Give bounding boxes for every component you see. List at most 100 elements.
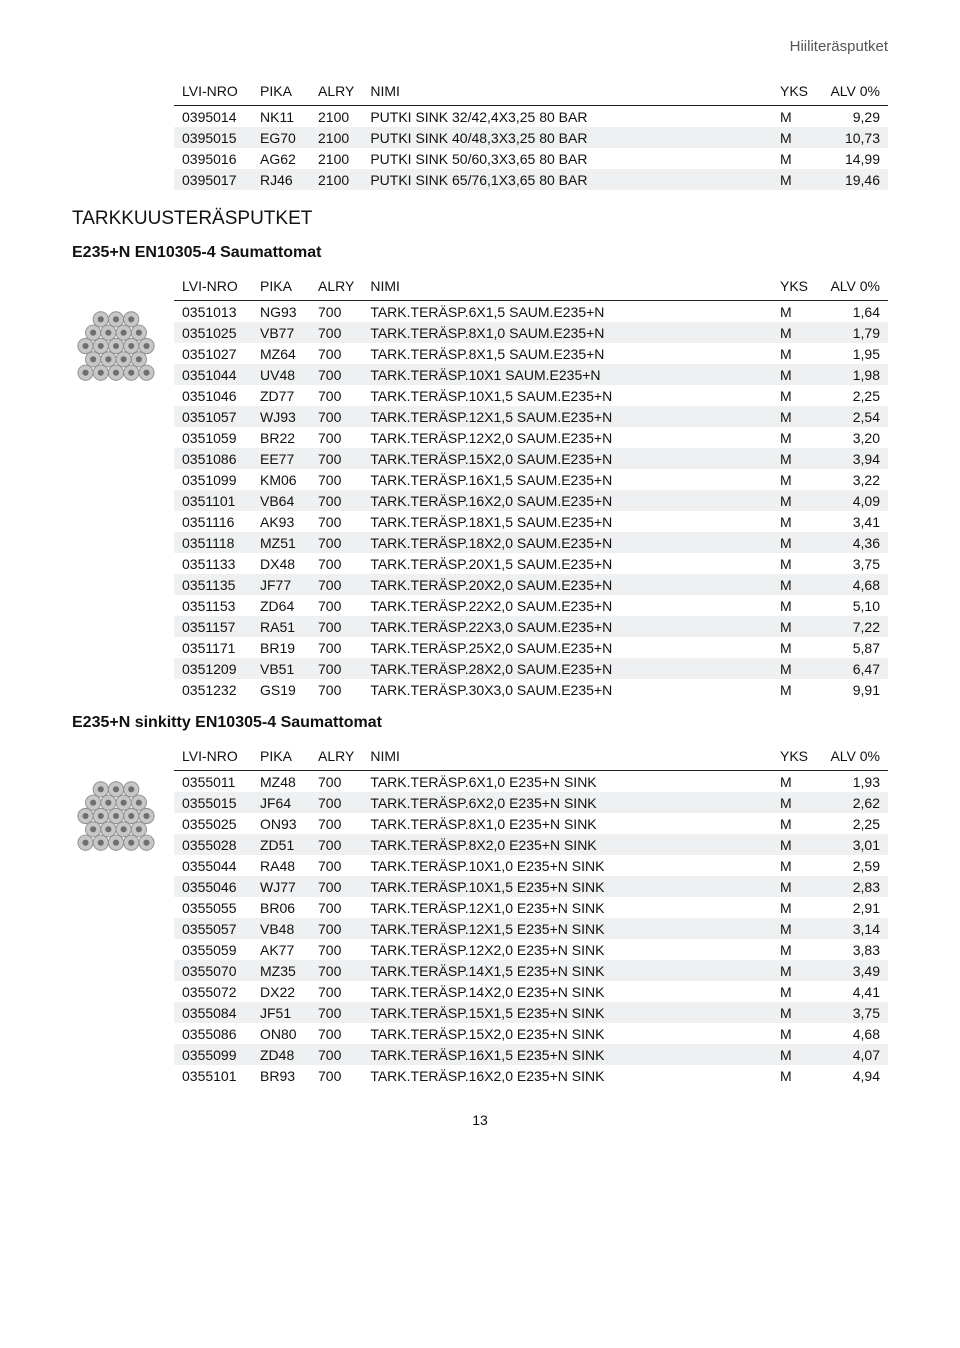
cell-alry: 700 <box>310 301 362 323</box>
cell-nimi: TARK.TERÄSP.6X1,0 E235+N SINK <box>362 771 772 793</box>
cell-lvinro: 0351025 <box>174 322 252 343</box>
cell-alry: 700 <box>310 469 362 490</box>
cell-alv: 1,93 <box>818 771 888 793</box>
cell-pika: ZD77 <box>252 385 310 406</box>
col-yks: YKS <box>772 272 818 301</box>
cell-alry: 700 <box>310 343 362 364</box>
cell-yks: M <box>772 792 818 813</box>
col-pika: PIKA <box>252 77 310 106</box>
cell-nimi: TARK.TERÄSP.6X1,5 SAUM.E235+N <box>362 301 772 323</box>
cell-alry: 700 <box>310 532 362 553</box>
cell-alry: 700 <box>310 637 362 658</box>
cell-alv: 2,54 <box>818 406 888 427</box>
col-alry: ALRY <box>310 77 362 106</box>
cell-nimi: TARK.TERÄSP.8X1,0 E235+N SINK <box>362 813 772 834</box>
cell-alry: 700 <box>310 960 362 981</box>
cell-alv: 2,25 <box>818 385 888 406</box>
cell-alv: 4,09 <box>818 490 888 511</box>
cell-alry: 700 <box>310 385 362 406</box>
cell-yks: M <box>772 532 818 553</box>
cell-yks: M <box>772 595 818 616</box>
cell-alv: 2,83 <box>818 876 888 897</box>
cell-alry: 700 <box>310 1002 362 1023</box>
cell-alv: 3,20 <box>818 427 888 448</box>
cell-nimi: TARK.TERÄSP.18X2,0 SAUM.E235+N <box>362 532 772 553</box>
table-row: 0395014 NK11 2100 PUTKI SINK 32/42,4X3,2… <box>174 106 888 128</box>
col-pika: PIKA <box>252 742 310 771</box>
cell-lvinro: 0355057 <box>174 918 252 939</box>
cell-alv: 10,73 <box>818 127 888 148</box>
cell-yks: M <box>772 469 818 490</box>
cell-alv: 1,64 <box>818 301 888 323</box>
cell-alv: 3,49 <box>818 960 888 981</box>
cell-lvinro: 0351153 <box>174 595 252 616</box>
pipes-icon <box>72 776 160 864</box>
cell-pika: AK77 <box>252 939 310 960</box>
cell-yks: M <box>772 981 818 1002</box>
cell-pika: ZD48 <box>252 1044 310 1065</box>
cell-lvinro: 0351157 <box>174 616 252 637</box>
cell-yks: M <box>772 406 818 427</box>
cell-lvinro: 0351101 <box>174 490 252 511</box>
table-row: 0351099 KM06 700 TARK.TERÄSP.16X1,5 SAUM… <box>174 469 888 490</box>
cell-alry: 700 <box>310 511 362 532</box>
col-pika: PIKA <box>252 272 310 301</box>
cell-pika: RA51 <box>252 616 310 637</box>
cell-alry: 2100 <box>310 127 362 148</box>
cell-nimi: TARK.TERÄSP.8X1,5 SAUM.E235+N <box>362 343 772 364</box>
table-row: 0351057 WJ93 700 TARK.TERÄSP.12X1,5 SAUM… <box>174 406 888 427</box>
col-alry: ALRY <box>310 742 362 771</box>
cell-alv: 14,99 <box>818 148 888 169</box>
table-row: 0355011 MZ48 700 TARK.TERÄSP.6X1,0 E235+… <box>174 771 888 793</box>
cell-yks: M <box>772 322 818 343</box>
cell-pika: VB64 <box>252 490 310 511</box>
table-row: 0351044 UV48 700 TARK.TERÄSP.10X1 SAUM.E… <box>174 364 888 385</box>
cell-yks: M <box>772 448 818 469</box>
table-row: 0355101 BR93 700 TARK.TERÄSP.16X2,0 E235… <box>174 1065 888 1086</box>
pipes-icon <box>72 306 160 394</box>
table-row: 0351025 VB77 700 TARK.TERÄSP.8X1,0 SAUM.… <box>174 322 888 343</box>
cell-yks: M <box>772 169 818 190</box>
cell-lvinro: 0351171 <box>174 637 252 658</box>
cell-pika: MZ51 <box>252 532 310 553</box>
cell-nimi: TARK.TERÄSP.12X1,0 E235+N SINK <box>362 897 772 918</box>
cell-lvinro: 0355055 <box>174 897 252 918</box>
cell-alv: 9,91 <box>818 679 888 700</box>
col-nimi: NIMI <box>362 77 772 106</box>
cell-yks: M <box>772 1002 818 1023</box>
cell-yks: M <box>772 876 818 897</box>
cell-alv: 3,01 <box>818 834 888 855</box>
cell-nimi: TARK.TERÄSP.18X1,5 SAUM.E235+N <box>362 511 772 532</box>
cell-lvinro: 0351086 <box>174 448 252 469</box>
cell-lvinro: 0355046 <box>174 876 252 897</box>
cell-alry: 700 <box>310 490 362 511</box>
col-alry: ALRY <box>310 272 362 301</box>
cell-alv: 4,36 <box>818 532 888 553</box>
cell-nimi: TARK.TERÄSP.20X2,0 SAUM.E235+N <box>362 574 772 595</box>
cell-nimi: TARK.TERÄSP.10X1,5 SAUM.E235+N <box>362 385 772 406</box>
cell-alv: 9,29 <box>818 106 888 128</box>
cell-nimi: TARK.TERÄSP.22X3,0 SAUM.E235+N <box>362 616 772 637</box>
cell-lvinro: 0395017 <box>174 169 252 190</box>
cell-alv: 1,98 <box>818 364 888 385</box>
cell-alry: 700 <box>310 771 362 793</box>
cell-lvinro: 0351118 <box>174 532 252 553</box>
cell-alv: 2,25 <box>818 813 888 834</box>
table-row: 0355084 JF51 700 TARK.TERÄSP.15X1,5 E235… <box>174 1002 888 1023</box>
col-lvinro: LVI-NRO <box>174 272 252 301</box>
table-row: 0355057 VB48 700 TARK.TERÄSP.12X1,5 E235… <box>174 918 888 939</box>
cell-lvinro: 0351232 <box>174 679 252 700</box>
table-row: 0395017 RJ46 2100 PUTKI SINK 65/76,1X3,6… <box>174 169 888 190</box>
subsection-heading: E235+N EN10305-4 Saumattomat <box>72 244 888 262</box>
cell-alry: 700 <box>310 595 362 616</box>
cell-nimi: TARK.TERÄSP.12X2,0 SAUM.E235+N <box>362 427 772 448</box>
table-row: 0355055 BR06 700 TARK.TERÄSP.12X1,0 E235… <box>174 897 888 918</box>
table-row: 0355028 ZD51 700 TARK.TERÄSP.8X2,0 E235+… <box>174 834 888 855</box>
cell-alv: 3,75 <box>818 1002 888 1023</box>
table-row: 0355059 AK77 700 TARK.TERÄSP.12X2,0 E235… <box>174 939 888 960</box>
cell-pika: RA48 <box>252 855 310 876</box>
cell-alv: 2,62 <box>818 792 888 813</box>
table-row: 0355086 ON80 700 TARK.TERÄSP.15X2,0 E235… <box>174 1023 888 1044</box>
cell-yks: M <box>772 918 818 939</box>
table-row: 0351153 ZD64 700 TARK.TERÄSP.22X2,0 SAUM… <box>174 595 888 616</box>
